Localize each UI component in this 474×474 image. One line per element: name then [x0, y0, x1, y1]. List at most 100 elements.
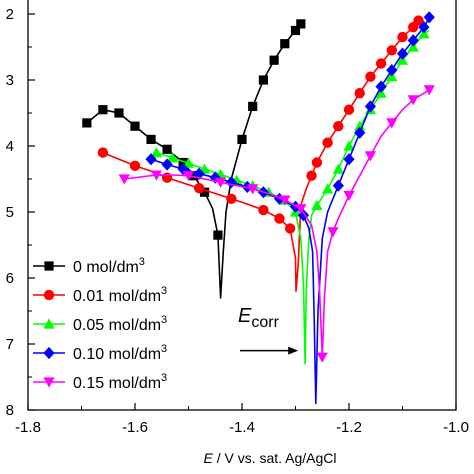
- ecorr-annotation: Ecorr: [238, 305, 299, 355]
- series-marker: [343, 190, 355, 202]
- legend-label-base: 0 mol/dm: [73, 259, 139, 276]
- series-marker: [280, 39, 290, 49]
- series-marker: [397, 31, 408, 43]
- y-tick-label: 8: [6, 402, 14, 419]
- ecorr-arrow-head: [288, 346, 299, 355]
- series-marker: [247, 184, 259, 195]
- series-2: [150, 28, 430, 365]
- series-marker: [423, 11, 435, 24]
- series-marker: [162, 144, 172, 154]
- series-marker: [258, 204, 269, 216]
- series-marker: [423, 85, 435, 96]
- legend-label: 0.10 mol/dm3: [73, 343, 167, 363]
- x-tick-label: -1.2: [336, 419, 362, 436]
- x-axis-title: E / V vs. sat. Ag/AgCl: [203, 450, 336, 466]
- series-marker: [166, 152, 179, 163]
- series-marker: [97, 147, 109, 158]
- y-tick-label: 3: [6, 72, 14, 89]
- legend-label-base: 0.10 mol/dm: [73, 346, 161, 363]
- series-marker: [297, 209, 310, 222]
- series-marker: [295, 204, 307, 215]
- series-0: [82, 19, 306, 299]
- series-marker: [343, 140, 355, 151]
- series-marker: [213, 230, 223, 240]
- legend-label-sup: 3: [139, 256, 145, 268]
- series-marker: [332, 163, 344, 174]
- legend-label-sup: 3: [161, 372, 167, 384]
- ecorr-main: E: [238, 305, 252, 327]
- series-marker: [269, 55, 279, 65]
- series-marker: [354, 88, 365, 99]
- series-marker: [274, 213, 285, 224]
- legend-label-base: 0.05 mol/dm: [73, 317, 161, 334]
- legend-label: 0.05 mol/dm3: [73, 314, 167, 334]
- series-marker: [189, 171, 199, 181]
- series-line: [86, 23, 302, 299]
- series-marker: [343, 153, 355, 166]
- ecorr-label: Ecorr: [238, 305, 280, 331]
- series-marker: [215, 177, 227, 188]
- y-tick-label: 5: [6, 204, 14, 221]
- series-marker: [296, 19, 306, 29]
- series-marker: [98, 105, 108, 115]
- series-marker: [333, 121, 344, 132]
- series-marker: [322, 137, 333, 148]
- series-marker: [354, 120, 366, 131]
- series-marker: [418, 28, 430, 39]
- series-marker: [237, 134, 247, 144]
- series-marker: [413, 15, 424, 26]
- legend-label-sup: 3: [161, 285, 167, 297]
- series-marker: [375, 58, 387, 69]
- series-marker: [182, 171, 195, 182]
- x-axis-title-rest: / V vs. sat. Ag/AgCl: [213, 450, 337, 466]
- series-3: [145, 11, 435, 405]
- series-marker: [311, 199, 323, 210]
- series-marker: [354, 126, 366, 139]
- series-marker: [386, 45, 397, 56]
- legend-marker: [43, 377, 55, 388]
- legend-label: 0.15 mol/dm3: [73, 372, 167, 392]
- series-marker: [146, 134, 156, 144]
- legend-marker: [43, 289, 55, 301]
- series-marker: [407, 34, 419, 47]
- series-marker: [396, 47, 409, 60]
- series-marker: [199, 187, 210, 197]
- legend-marker: [44, 261, 54, 271]
- series-marker: [82, 118, 92, 128]
- svg-text:E / V vs. sat. Ag/AgCl: E / V vs. sat. Ag/AgCl: [203, 450, 336, 466]
- series-marker: [418, 21, 430, 34]
- x-tick-label: -1.0: [443, 419, 469, 436]
- series-marker: [178, 157, 188, 168]
- y-tick-label: 6: [6, 270, 14, 287]
- series-marker: [386, 64, 398, 77]
- series-marker: [365, 71, 376, 82]
- series-marker: [182, 157, 195, 168]
- series-marker: [114, 108, 124, 118]
- series-marker: [316, 352, 328, 363]
- legend-marker: [43, 346, 55, 360]
- series-line: [156, 29, 430, 365]
- legend-label: 0 mol/dm3: [73, 256, 145, 276]
- series-marker: [332, 179, 344, 192]
- series-marker: [407, 95, 419, 106]
- y-tick-label: 4: [6, 138, 14, 155]
- series-marker: [306, 170, 317, 181]
- series-marker: [322, 183, 334, 194]
- series-marker: [375, 80, 387, 93]
- legend-label-base: 0.01 mol/dm: [73, 288, 161, 305]
- legend-marker: [43, 318, 55, 329]
- x-tick-label: -1.4: [229, 419, 255, 436]
- series-marker: [150, 147, 162, 158]
- series-marker: [130, 121, 140, 131]
- series-marker: [279, 195, 291, 206]
- series-marker: [194, 183, 205, 194]
- series-marker: [161, 158, 173, 171]
- legend-label: 0.01 mol/dm3: [73, 285, 167, 305]
- y-tick-label: 2: [6, 6, 14, 23]
- series-marker: [327, 227, 339, 238]
- series-marker: [386, 118, 398, 129]
- x-axis-title-italic: E: [203, 450, 213, 466]
- series-marker: [364, 100, 376, 113]
